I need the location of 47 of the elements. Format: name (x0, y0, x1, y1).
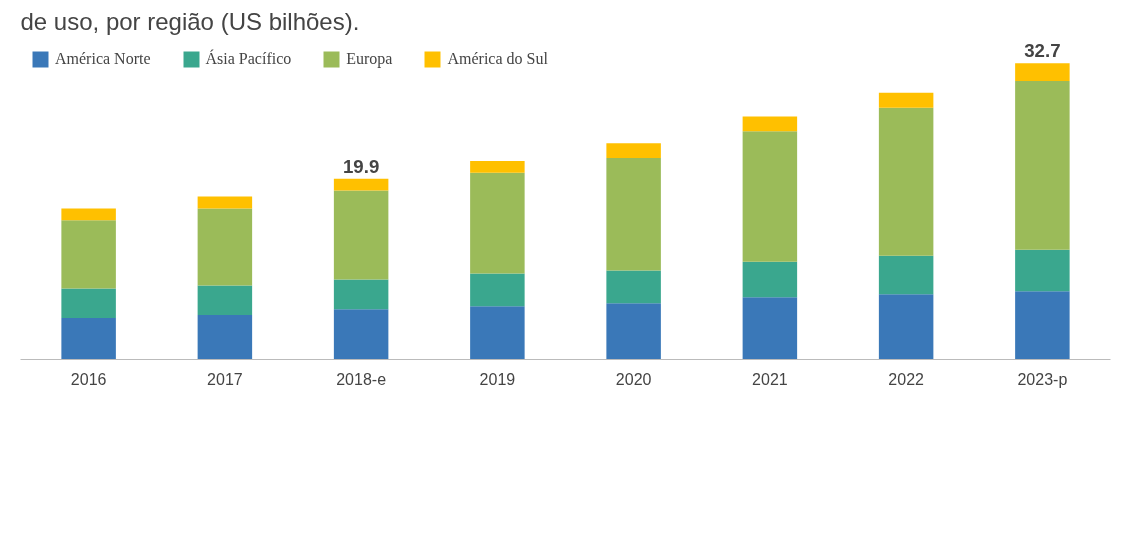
chart-title: de uso, por região (US bilhões). (20, 7, 360, 35)
bar (61, 318, 116, 360)
bar (197, 285, 253, 316)
bar (878, 92, 934, 108)
bar (878, 294, 934, 360)
x-tick-label: 2019 (479, 370, 516, 388)
legend-label: América do Sul (447, 50, 548, 68)
bar (742, 116, 798, 132)
bar (333, 279, 389, 310)
bar (1015, 80, 1070, 250)
legend-label: Europa (346, 50, 393, 68)
bar (197, 208, 253, 286)
x-tick-label: 2022 (888, 370, 925, 388)
bar (1015, 249, 1070, 292)
bar (878, 107, 934, 256)
bar (606, 158, 661, 271)
bar (470, 306, 525, 360)
annotation: 32.7 (1024, 40, 1061, 62)
x-tick-label: 2016 (70, 370, 107, 388)
bar (470, 160, 525, 173)
bar (470, 172, 525, 274)
legend-label: América Norte (55, 50, 151, 68)
bar (333, 190, 389, 280)
bar (742, 131, 798, 262)
bar (742, 261, 798, 298)
bar (333, 309, 389, 360)
x-tick-label: 2023-p (1017, 370, 1068, 388)
bar (197, 315, 253, 360)
x-tick-label: 2021 (752, 370, 788, 388)
bar (742, 297, 798, 360)
bar (606, 143, 661, 159)
x-tick-label: 2018-e (336, 370, 387, 388)
bar (470, 273, 525, 307)
legend-label: Ásia Pacífico (205, 50, 292, 68)
bar (197, 196, 253, 209)
bar (1015, 63, 1070, 81)
bar (606, 270, 661, 304)
bar (61, 220, 116, 289)
bar (61, 208, 116, 221)
bar (333, 178, 389, 191)
bar (1015, 291, 1070, 360)
annotation: 19.9 (342, 155, 380, 177)
bar (878, 255, 934, 295)
bar (61, 288, 116, 319)
x-tick-label: 2020 (615, 370, 652, 388)
bar (606, 303, 661, 360)
x-tick-label: 2017 (207, 370, 243, 388)
